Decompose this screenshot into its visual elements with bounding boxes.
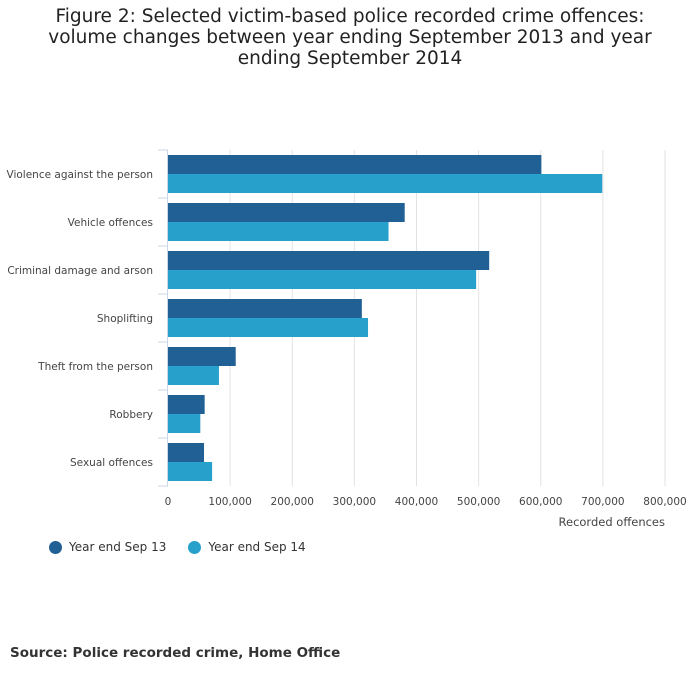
bar-series-1-cat-4	[168, 347, 236, 366]
x-tick-label-0: 0	[165, 496, 172, 508]
bar-series-2-cat-1	[168, 222, 389, 241]
x-tick-label-7: 700,000	[581, 496, 624, 508]
bar-chart: 0 100,000 200,000 300,000 400,000 500,000 600,…	[7, 149, 687, 529]
x-axis-title: Recorded offences	[559, 515, 665, 529]
bar-series-2-cat-4	[168, 366, 219, 385]
x-tick-label-4: 400,000	[395, 496, 438, 508]
x-tick-label-5: 500,000	[457, 496, 500, 508]
legend-label-series-2: Year end Sep 14	[208, 540, 306, 554]
x-tick-label-3: 300,000	[333, 496, 376, 508]
y-category-label-1: Vehicle offences	[68, 217, 153, 229]
chart-title: Figure 2: Selected victim-based police r…	[48, 6, 652, 69]
bar-series-2-cat-3	[168, 318, 369, 337]
bar-series-2-cat-0	[168, 174, 603, 193]
legend-item-series-2[interactable]: Year end Sep 14	[188, 540, 306, 554]
y-category-label-3: Shoplifting	[97, 313, 153, 325]
y-category-label-2: Criminal damage and arson	[7, 265, 153, 277]
y-category-label-5: Robbery	[109, 409, 153, 421]
y-category-label-4: Theft from the person	[37, 361, 153, 373]
y-category-label-6: Sexual offences	[70, 457, 153, 469]
legend-marker-series-2	[188, 540, 202, 554]
source-note: Source: Police recorded crime, Home Offi…	[10, 645, 341, 661]
bar-series-1-cat-2	[168, 251, 490, 270]
bar-series-1-cat-6	[168, 443, 205, 462]
legend-item-series-1[interactable]: Year end Sep 13	[49, 540, 166, 554]
bar-series-2-cat-5	[168, 414, 201, 433]
legend-label-series-1: Year end Sep 13	[69, 540, 167, 554]
x-tick-label-6: 600,000	[519, 496, 562, 508]
y-category-label-0: Violence against the person	[7, 169, 154, 181]
chart-legend: Year end Sep 13 Year end Sep 14	[49, 540, 328, 554]
x-tick-label-2: 200,000	[271, 496, 314, 508]
legend-marker-series-1	[49, 540, 62, 554]
bar-series-1-cat-5	[168, 395, 205, 414]
bar-series-2-cat-2	[168, 270, 477, 289]
bar-series-1-cat-1	[168, 203, 405, 222]
bar-series-2-cat-6	[168, 462, 213, 481]
x-tick-label-8: 800,000	[643, 496, 686, 508]
x-tick-label-1: 100,000	[208, 496, 251, 508]
bar-series-1-cat-0	[168, 155, 542, 174]
bar-series-1-cat-3	[168, 299, 362, 318]
